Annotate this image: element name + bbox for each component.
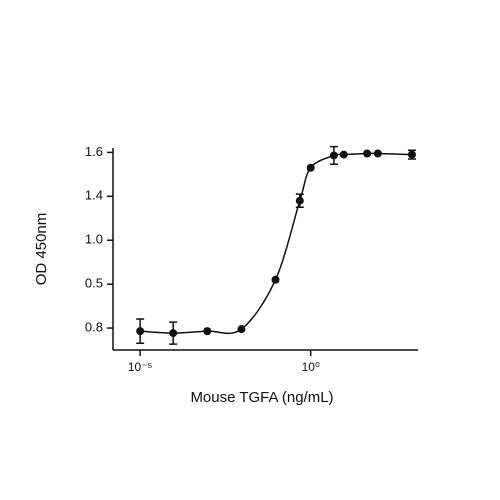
data-point: [237, 325, 246, 334]
y-tick-label: 0.5: [85, 276, 103, 291]
data-point: [306, 163, 315, 172]
data-point: [339, 150, 348, 159]
data-point: [169, 329, 178, 338]
data-point: [407, 150, 416, 159]
data-point: [295, 196, 304, 205]
y-tick-label: 1.4: [85, 188, 103, 203]
data-point: [329, 151, 338, 160]
x-axis-label: Mouse TGFA (ng/mL): [190, 389, 333, 406]
data-point: [363, 149, 372, 158]
fit-curve: [140, 152, 412, 335]
x-tick-label: 10⁻⁵: [128, 360, 153, 374]
y-tick-label: 1.0: [85, 232, 103, 247]
data-point: [271, 275, 280, 284]
y-tick-label: 1.6: [85, 144, 103, 159]
y-axis-label: OD 450nm: [33, 213, 50, 286]
y-tick-label: 0.8: [85, 319, 103, 334]
data-point: [136, 327, 145, 336]
data-point: [373, 149, 382, 158]
data-point: [203, 327, 212, 336]
x-tick-label: 10⁰: [302, 360, 320, 374]
